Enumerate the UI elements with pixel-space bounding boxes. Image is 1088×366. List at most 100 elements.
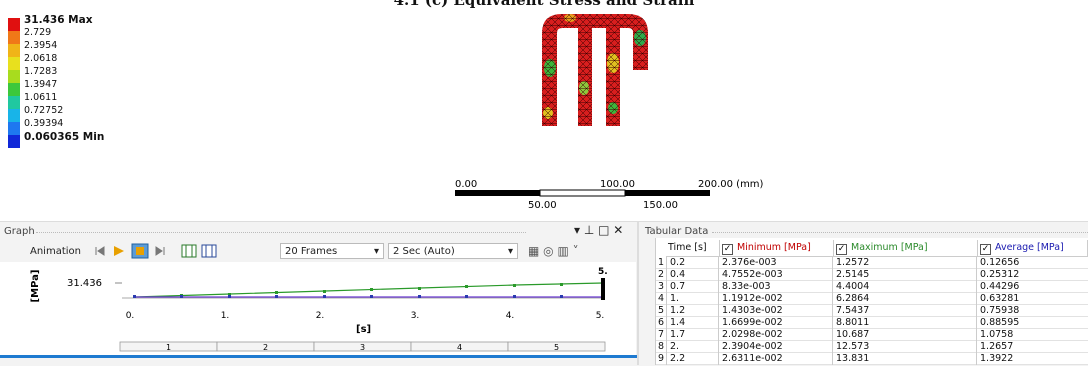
legend-swatch	[8, 31, 20, 44]
legend-label: 2.3954	[24, 40, 57, 51]
frame-label: 2	[263, 343, 268, 352]
column-checkbox[interactable]: ✓	[980, 244, 991, 255]
table-cell: 0.4	[670, 269, 685, 281]
column-header-text: Time [s]	[668, 242, 707, 253]
x-tick-label: 1.	[221, 311, 230, 321]
duration-dropdown[interactable]: 2 Sec (Auto)▾	[388, 243, 518, 259]
column-checkbox[interactable]: ✓	[722, 244, 733, 255]
scale-label: 200.00 (mm)	[698, 179, 764, 190]
next-button[interactable]	[156, 247, 164, 255]
y-axis-label: [MPa]	[30, 270, 41, 303]
frame-label: 5	[554, 343, 559, 352]
table-cell: 0.63281	[980, 293, 1019, 305]
column-rule	[976, 256, 977, 365]
panel-controls[interactable]: ▾ ⊥ □ ✕	[574, 223, 623, 237]
table-cell: 8.8011	[836, 317, 869, 329]
table-cell: 6.2864	[836, 293, 869, 305]
tabular-data	[655, 238, 1088, 365]
table-cell: 1.2	[670, 305, 685, 317]
scale-label: 150.00	[643, 200, 678, 211]
table-cell: 1.2657	[980, 341, 1013, 353]
view-button[interactable]	[202, 245, 216, 257]
table-cell: 2.5145	[836, 269, 869, 281]
row-line	[656, 352, 1088, 353]
legend-label: 0.39394	[24, 118, 63, 129]
table-cell: 1.6699e-002	[722, 317, 783, 329]
legend-swatch	[8, 18, 20, 31]
splitter	[637, 222, 639, 365]
legend-swatch	[8, 83, 20, 96]
row-number: 5	[658, 305, 664, 317]
x-axis-label: [s]	[356, 324, 371, 335]
toolbar-icons[interactable]: ▦ ◎ ▥ ˅	[528, 244, 579, 258]
animation-label: Animation	[30, 246, 81, 257]
legend-swatch	[8, 44, 20, 57]
scale-label: 50.00	[528, 200, 557, 211]
legend-swatch	[8, 122, 20, 135]
legend-swatch	[8, 135, 20, 148]
x-tick-label: 4.	[506, 311, 515, 321]
legend-label: 31.436 Max	[24, 14, 92, 26]
column-rule	[718, 256, 719, 365]
x-tick-label: 0.	[126, 311, 135, 321]
column-header: Time [s]	[666, 240, 720, 257]
table-cell: 1.3922	[980, 353, 1013, 365]
row-line	[656, 268, 1088, 269]
table-cell: 4.4004	[836, 281, 869, 293]
table-cell: 0.7	[670, 281, 685, 293]
table-cell: 4.7552e-003	[722, 269, 783, 281]
frame-label: 3	[360, 343, 365, 352]
column-rule	[832, 256, 833, 365]
row-number: 6	[658, 317, 664, 329]
table-cell: 1.4	[670, 317, 685, 329]
scale-label: 100.00	[600, 179, 635, 190]
row-number: 9	[658, 353, 664, 365]
table-cell: 12.573	[836, 341, 869, 353]
table-cell: 1.0758	[980, 329, 1013, 341]
legend-swatch	[8, 57, 20, 70]
table-cell: 0.88595	[980, 317, 1019, 329]
column-header: ✓ Maximum [MPa]	[834, 240, 978, 257]
table-panel-title: Tabular Data	[645, 226, 708, 237]
status-stripe	[0, 355, 637, 358]
legend-swatch	[8, 70, 20, 83]
legend-swatch	[8, 96, 20, 109]
row-line	[656, 292, 1088, 293]
row-number: 3	[658, 281, 664, 293]
row-line	[656, 304, 1088, 305]
row-number: 4	[658, 293, 664, 305]
column-header-text: Maximum [MPa]	[851, 242, 928, 253]
table-cell: 0.75938	[980, 305, 1019, 317]
table-cell: 13.831	[836, 353, 869, 365]
legend-swatch	[8, 109, 20, 122]
legend-label: 1.3947	[24, 79, 57, 90]
prev-button[interactable]	[96, 247, 104, 255]
y-tick-label: 31.436	[67, 278, 102, 289]
frames-dropdown[interactable]: 20 Frames▾	[280, 243, 384, 259]
row-number: 7	[658, 329, 664, 341]
table-cell: 1.4303e-002	[722, 305, 783, 317]
column-checkbox[interactable]: ✓	[836, 244, 847, 255]
x-tick-label: 3.	[411, 311, 420, 321]
table-cell: 10.687	[836, 329, 869, 341]
play-button[interactable]	[114, 246, 124, 256]
column-header-text: Minimum [MPa]	[737, 242, 811, 253]
row-number: 8	[658, 341, 664, 353]
row-number: 2	[658, 269, 664, 281]
legend-label: 2.729	[24, 27, 51, 38]
column-rule	[666, 256, 667, 365]
row-line	[656, 316, 1088, 317]
column-header: ✓Average [MPa]	[978, 240, 1088, 257]
page: { "title": "4.1 (c) Equivalent Stress an…	[0, 0, 1088, 365]
duration-value: 2 Sec (Auto)	[393, 246, 455, 257]
title-rule	[712, 232, 1088, 233]
row-number: 1	[658, 257, 664, 269]
view-button[interactable]	[182, 245, 196, 257]
x-tick-label: 5.	[596, 311, 605, 321]
frame-label: 4	[457, 343, 462, 352]
x-tick-label: 2.	[316, 311, 325, 321]
table-cell: 1.	[670, 293, 679, 305]
row-line	[656, 280, 1088, 281]
table-cell: 8.33e-003	[722, 281, 771, 293]
animation-controls	[92, 241, 277, 261]
